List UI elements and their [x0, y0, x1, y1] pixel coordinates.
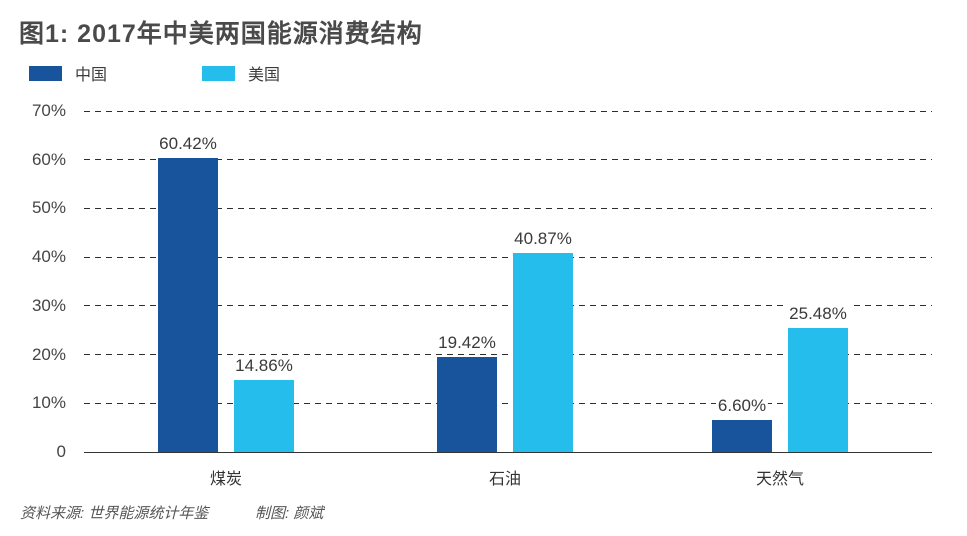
y-tick-label: 30%	[31, 295, 66, 315]
chart-plot: 0 10% 20% 30% 40% 50% 60% 70% 煤炭 60.42% 14.86% 石油 19…	[32, 102, 932, 488]
y-tick-label: 70%	[31, 101, 66, 120]
legend-item-usa: 美国	[202, 61, 280, 85]
value-label-usa: 14.86%	[233, 356, 295, 375]
bar-usa	[234, 380, 294, 452]
gridline	[84, 402, 932, 404]
bar-china	[158, 158, 218, 452]
gridline	[84, 110, 932, 112]
category-label: 天然气	[755, 471, 805, 488]
source-note: 资料来源: 世界能源统计年鉴	[20, 505, 209, 522]
bar-china	[437, 357, 497, 452]
credit-note: 制图: 颜斌	[255, 505, 324, 522]
legend-label-usa: 美国	[248, 67, 281, 84]
chart-title: 图1: 2017年中美两国能源消费结构	[19, 20, 423, 48]
y-tick-label: 40%	[31, 247, 66, 267]
bar-usa	[513, 253, 573, 452]
gridline	[84, 256, 932, 258]
y-tick-label: 0	[56, 442, 66, 461]
y-tick-label: 50%	[31, 198, 66, 218]
bar-usa	[788, 328, 848, 452]
legend-swatch-usa	[202, 65, 235, 81]
legend-item-china: 中国	[29, 61, 107, 85]
category-label: 煤炭	[209, 471, 243, 488]
gridline	[84, 207, 932, 209]
value-label-usa: 25.48%	[787, 304, 849, 323]
y-tick-label: 20%	[31, 344, 66, 364]
value-label-china: 6.60%	[715, 396, 769, 415]
legend-label-china: 中国	[75, 67, 108, 84]
category-label: 石油	[488, 471, 522, 488]
legend-swatch-china	[29, 65, 62, 81]
gridline	[84, 354, 932, 356]
gridline	[84, 159, 932, 161]
value-label-usa: 40.87%	[512, 229, 574, 248]
y-tick-label: 60%	[31, 149, 66, 169]
value-label-china: 19.42%	[436, 333, 498, 352]
y-tick-label: 10%	[31, 393, 66, 413]
value-label-china: 60.42%	[157, 134, 219, 153]
gridline	[84, 305, 932, 307]
x-axis-baseline	[84, 451, 932, 453]
bar-china	[712, 420, 772, 452]
